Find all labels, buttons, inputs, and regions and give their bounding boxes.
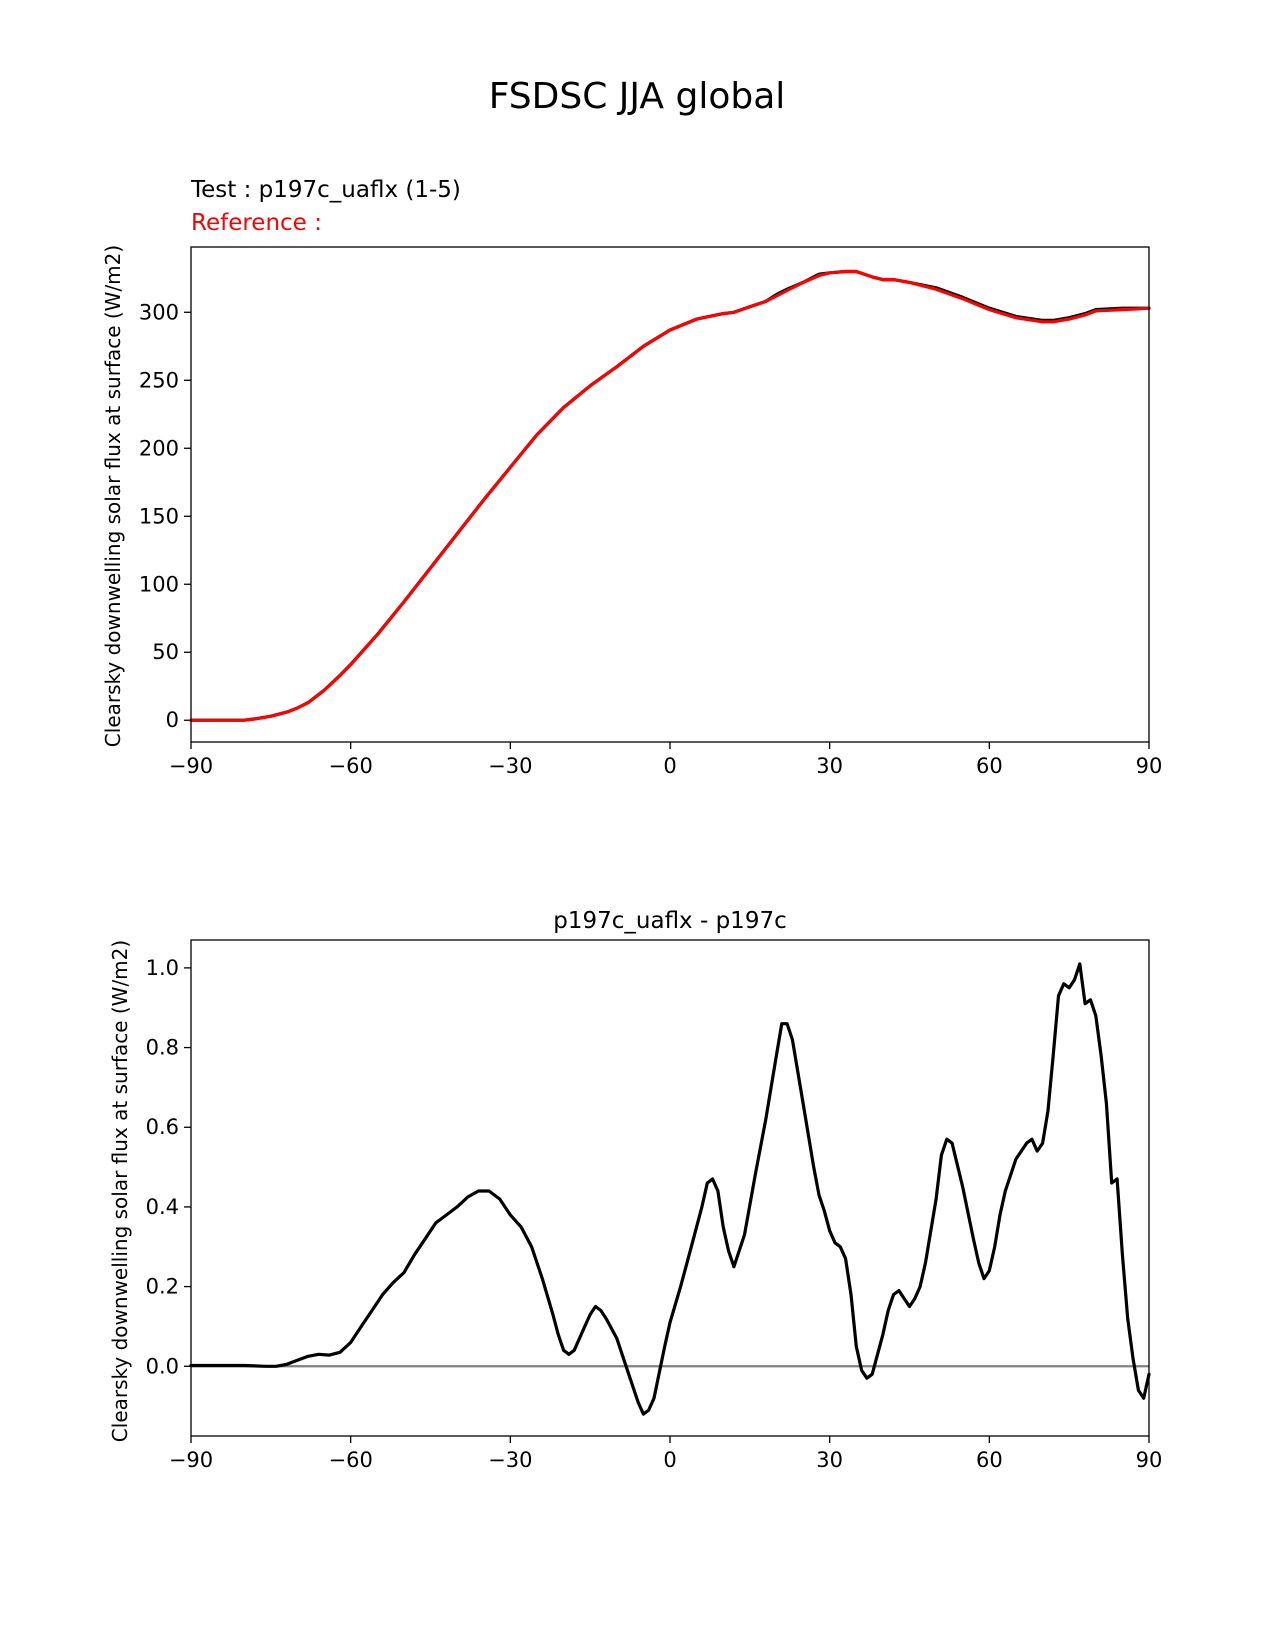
y-tick-label: 300	[139, 300, 179, 324]
y-tick-label: 0.0	[146, 1354, 179, 1378]
x-tick-label: 30	[816, 1448, 843, 1472]
x-tick-label: −90	[169, 754, 213, 778]
y-tick-label: 0.6	[146, 1115, 179, 1139]
reference-title: Reference :	[191, 210, 322, 236]
top-panel: Test : p197c_uaflx (1-5) Reference : Cle…	[101, 177, 1162, 778]
x-tick-label: 90	[1136, 1448, 1163, 1472]
x-tick-label: −60	[329, 754, 373, 778]
y-tick-label: 0	[166, 708, 179, 732]
bottom-x-ticks: −90 −60 −30 0 30 60 90	[169, 1436, 1163, 1472]
top-plot-frame	[190, 246, 1150, 743]
top-y-axis-label: Clearsky downwelling solar flux at surfa…	[101, 245, 125, 747]
y-tick-label: 0.8	[146, 1036, 179, 1060]
bottom-series	[189, 962, 1151, 1416]
figure-title: FSDSC JJA global	[489, 76, 786, 117]
bottom-plot-frame	[190, 939, 1150, 1437]
x-tick-label: 90	[1136, 754, 1163, 778]
reference-series-line	[189, 269, 1151, 722]
y-tick-label: 0.2	[146, 1275, 179, 1299]
x-tick-label: 60	[976, 754, 1003, 778]
y-tick-label: 0.4	[146, 1195, 179, 1219]
y-tick-label: 150	[139, 504, 179, 528]
y-tick-label: 250	[139, 368, 179, 392]
x-tick-label: −30	[488, 754, 532, 778]
x-tick-label: 0	[663, 754, 676, 778]
bottom-y-axis-label: Clearsky downwelling solar flux at surfa…	[108, 940, 132, 1442]
y-tick-label: 1.0	[146, 956, 179, 980]
difference-series-line	[189, 962, 1151, 1416]
top-y-ticks: 0 50 100 150 200 250 300	[139, 300, 191, 732]
test-title: Test : p197c_uaflx (1-5)	[190, 177, 461, 203]
bottom-panel: p197c_uaflx - p197c Clearsky downwelling…	[108, 908, 1162, 1472]
y-tick-label: 200	[139, 436, 179, 460]
difference-title: p197c_uaflx - p197c	[553, 908, 786, 934]
x-tick-label: −60	[329, 1448, 373, 1472]
x-tick-label: −30	[488, 1448, 532, 1472]
top-series	[189, 269, 1151, 722]
top-x-ticks: −90 −60 −30 0 30 60 90	[169, 742, 1163, 778]
bottom-y-ticks: 0.0 0.2 0.4 0.6 0.8 1.0	[146, 956, 191, 1378]
x-tick-label: 30	[816, 754, 843, 778]
x-tick-label: −90	[169, 1448, 213, 1472]
x-tick-label: 0	[663, 1448, 676, 1472]
y-tick-label: 100	[139, 572, 179, 596]
y-tick-label: 50	[152, 640, 179, 664]
x-tick-label: 60	[976, 1448, 1003, 1472]
